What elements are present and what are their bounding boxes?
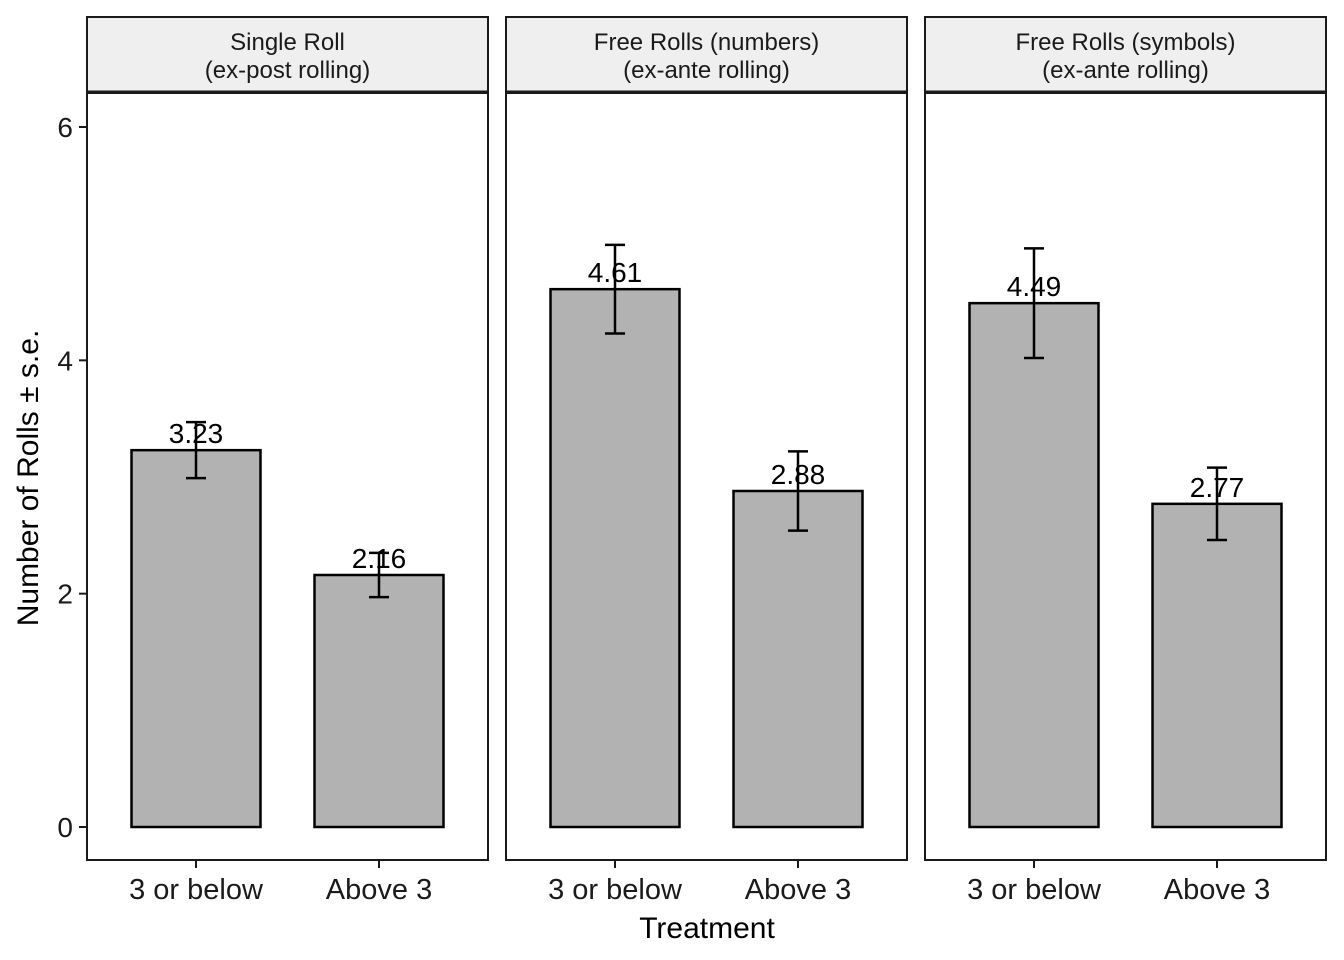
- facet-title-line1: Single Roll: [230, 29, 345, 56]
- x-tick-label: Above 3: [1164, 874, 1270, 906]
- x-tick-label: 3 or below: [129, 874, 264, 906]
- facet-panel: Free Rolls (symbols)(ex-ante rolling) 4.4…: [924, 16, 1327, 906]
- data-label: 2.88: [771, 459, 826, 490]
- facet-panel: Single Roll(ex-post rolling) 3.23 3 or bel…: [86, 16, 489, 906]
- x-axis-title: Treatment: [639, 912, 775, 945]
- facet-strip: [505, 16, 908, 93]
- x-tick-label: Above 3: [745, 874, 851, 906]
- y-tick-label: 0: [57, 812, 73, 843]
- facet-title-line1: Free Rolls (numbers): [594, 29, 819, 56]
- facet-strip: [86, 16, 489, 93]
- x-tick-label: 3 or below: [967, 874, 1102, 906]
- error-bar: [605, 243, 625, 335]
- data-label: 4.49: [1007, 271, 1062, 302]
- bar: [968, 301, 1100, 829]
- bar: [1151, 502, 1283, 829]
- facet-title-line2: (ex-post rolling): [205, 57, 370, 84]
- y-axis-title: Number of Rolls ± s.e.: [12, 330, 45, 627]
- facet-panel: Free Rolls (numbers)(ex-ante rolling) 4.6…: [505, 16, 908, 906]
- error-bar: [1207, 466, 1227, 542]
- data-label: 2.16: [352, 543, 407, 574]
- bar: [130, 448, 262, 829]
- error-bar: [1024, 247, 1044, 360]
- error-bar: [788, 450, 808, 532]
- bar: [313, 573, 445, 829]
- facet-plot-area: [924, 92, 1327, 861]
- data-label: 4.61: [588, 257, 643, 288]
- facet-panels: Single Roll(ex-post rolling) 3.23 3 or bel…: [86, 16, 1327, 906]
- y-tick-label: 4: [57, 345, 73, 376]
- x-tick-label: 3 or below: [548, 874, 683, 906]
- facet-plot-area: [505, 92, 908, 861]
- y-tick-label: 6: [57, 112, 73, 143]
- x-tick-label: Above 3: [326, 874, 432, 906]
- bar: [732, 489, 864, 829]
- facet-title-line2: (ex-ante rolling): [623, 57, 790, 84]
- facet-plot-area: [86, 92, 489, 861]
- y-axis: 0 2 4 6: [57, 112, 87, 843]
- data-label: 3.23: [169, 418, 224, 449]
- facet-title-line1: Free Rolls (symbols): [1015, 29, 1235, 56]
- data-label: 2.77: [1190, 472, 1245, 503]
- bar: [549, 287, 681, 829]
- error-bar: [369, 551, 389, 599]
- error-bar: [186, 420, 206, 480]
- y-tick-label: 2: [57, 579, 73, 610]
- facet-title-line2: (ex-ante rolling): [1042, 57, 1209, 84]
